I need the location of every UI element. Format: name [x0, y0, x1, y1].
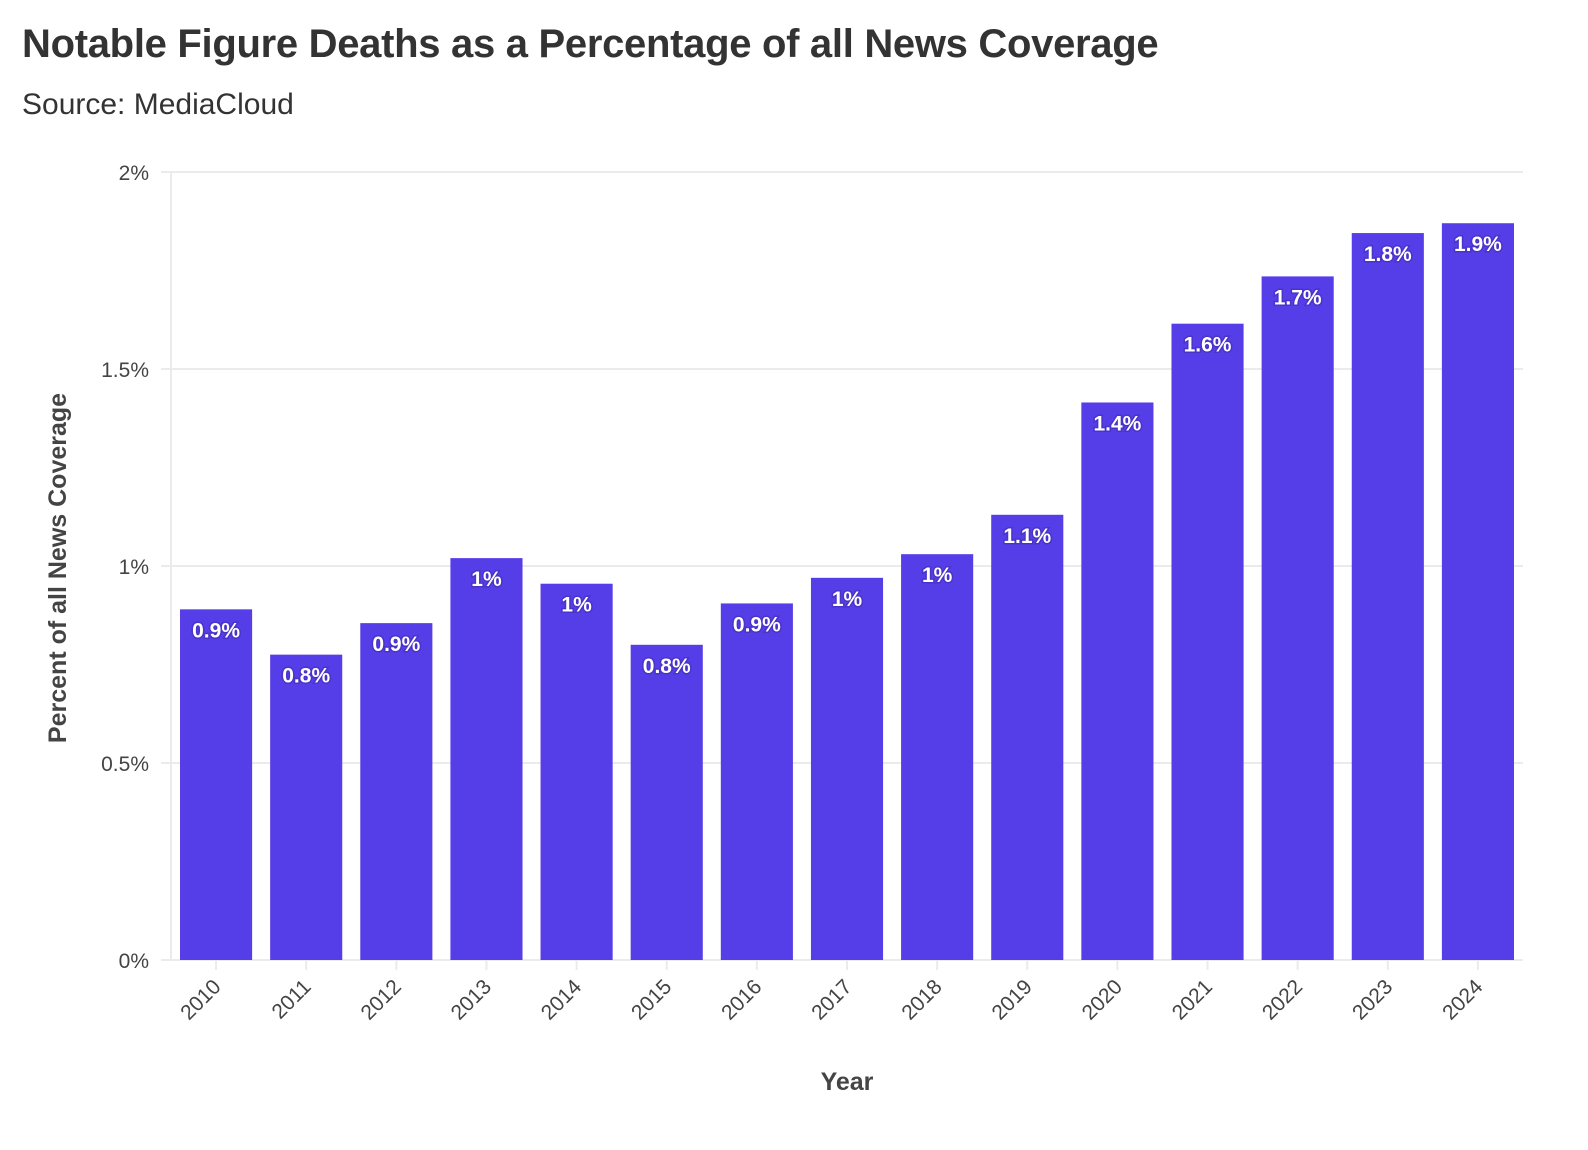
x-tick-label: 2015: [627, 975, 676, 1024]
bar: [991, 514, 1064, 960]
bar-value-label: 1.1%: [1003, 525, 1051, 548]
data-labels: 0.9% 0.8% 0.9% 1% 1% 0.8% 0.9% 1% 1% 1.1% 1.4% 1.6%…: [191, 232, 1504, 689]
bar: [1081, 402, 1154, 960]
bar-value-label: 1%: [471, 568, 502, 591]
bars: [180, 223, 1514, 961]
x-tick-label: 2021: [1168, 975, 1217, 1024]
chart-subtitle: Source: MediaCloud: [22, 88, 294, 121]
y-tick-label: 1.5%: [101, 359, 149, 382]
chart-title: Notable Figure Deaths as a Percentage of…: [22, 22, 1159, 66]
x-tick-label: 2018: [897, 975, 946, 1024]
bar-value-label: 1%: [832, 588, 863, 611]
x-tick-label: 2016: [717, 975, 766, 1024]
y-axis-title: Percent of all News Coverage: [44, 393, 72, 743]
y-tick-label: 0%: [119, 950, 149, 973]
y-tick-label: 0.5%: [101, 753, 149, 776]
bar: [1441, 223, 1514, 961]
bar: [360, 623, 433, 960]
x-axis-title: Year: [821, 1068, 874, 1096]
bar: [180, 609, 253, 960]
bar: [270, 654, 343, 960]
bar-value-label: 1.6%: [1184, 334, 1232, 357]
x-tick-label: 2023: [1348, 975, 1397, 1024]
bar-value-label: 1.9%: [1454, 233, 1502, 256]
bar: [630, 644, 703, 960]
bar: [1261, 276, 1334, 960]
bar: [720, 603, 793, 960]
x-tick-label: 2022: [1258, 975, 1307, 1024]
bar-value-label: 0.9%: [372, 633, 420, 656]
bar-value-label: 0.9%: [733, 613, 781, 636]
bar-value-label: 0.8%: [282, 665, 330, 688]
x-tick-label: 2019: [988, 975, 1037, 1024]
y-tick-label: 2%: [119, 162, 149, 185]
x-tick-label: 2024: [1438, 975, 1488, 1025]
x-tick-label: 2010: [176, 975, 225, 1024]
x-tick-label: 2012: [357, 975, 406, 1024]
bar-value-label: 1.4%: [1093, 412, 1141, 435]
bar-value-label: 1%: [922, 564, 953, 587]
bar: [810, 577, 884, 960]
bar-value-label: 1.8%: [1364, 243, 1412, 266]
bar: [540, 583, 613, 960]
x-tick-label: 2011: [268, 975, 316, 1023]
bar: [901, 554, 974, 960]
bar-value-label: 0.8%: [643, 655, 691, 678]
y-tick-label: 1%: [119, 556, 149, 579]
bar: [450, 558, 523, 960]
x-tick-label: 2014: [537, 975, 587, 1025]
bar-value-label: 1%: [561, 594, 592, 617]
x-tick-label: 2020: [1078, 975, 1127, 1024]
bar-value-label: 1.7%: [1274, 286, 1322, 309]
bar-value-label: 0.9%: [192, 619, 240, 642]
x-tick-label: 2017: [807, 975, 856, 1024]
x-tick-label: 2013: [447, 975, 496, 1024]
bar: [1171, 323, 1244, 960]
bar: [1351, 233, 1424, 960]
